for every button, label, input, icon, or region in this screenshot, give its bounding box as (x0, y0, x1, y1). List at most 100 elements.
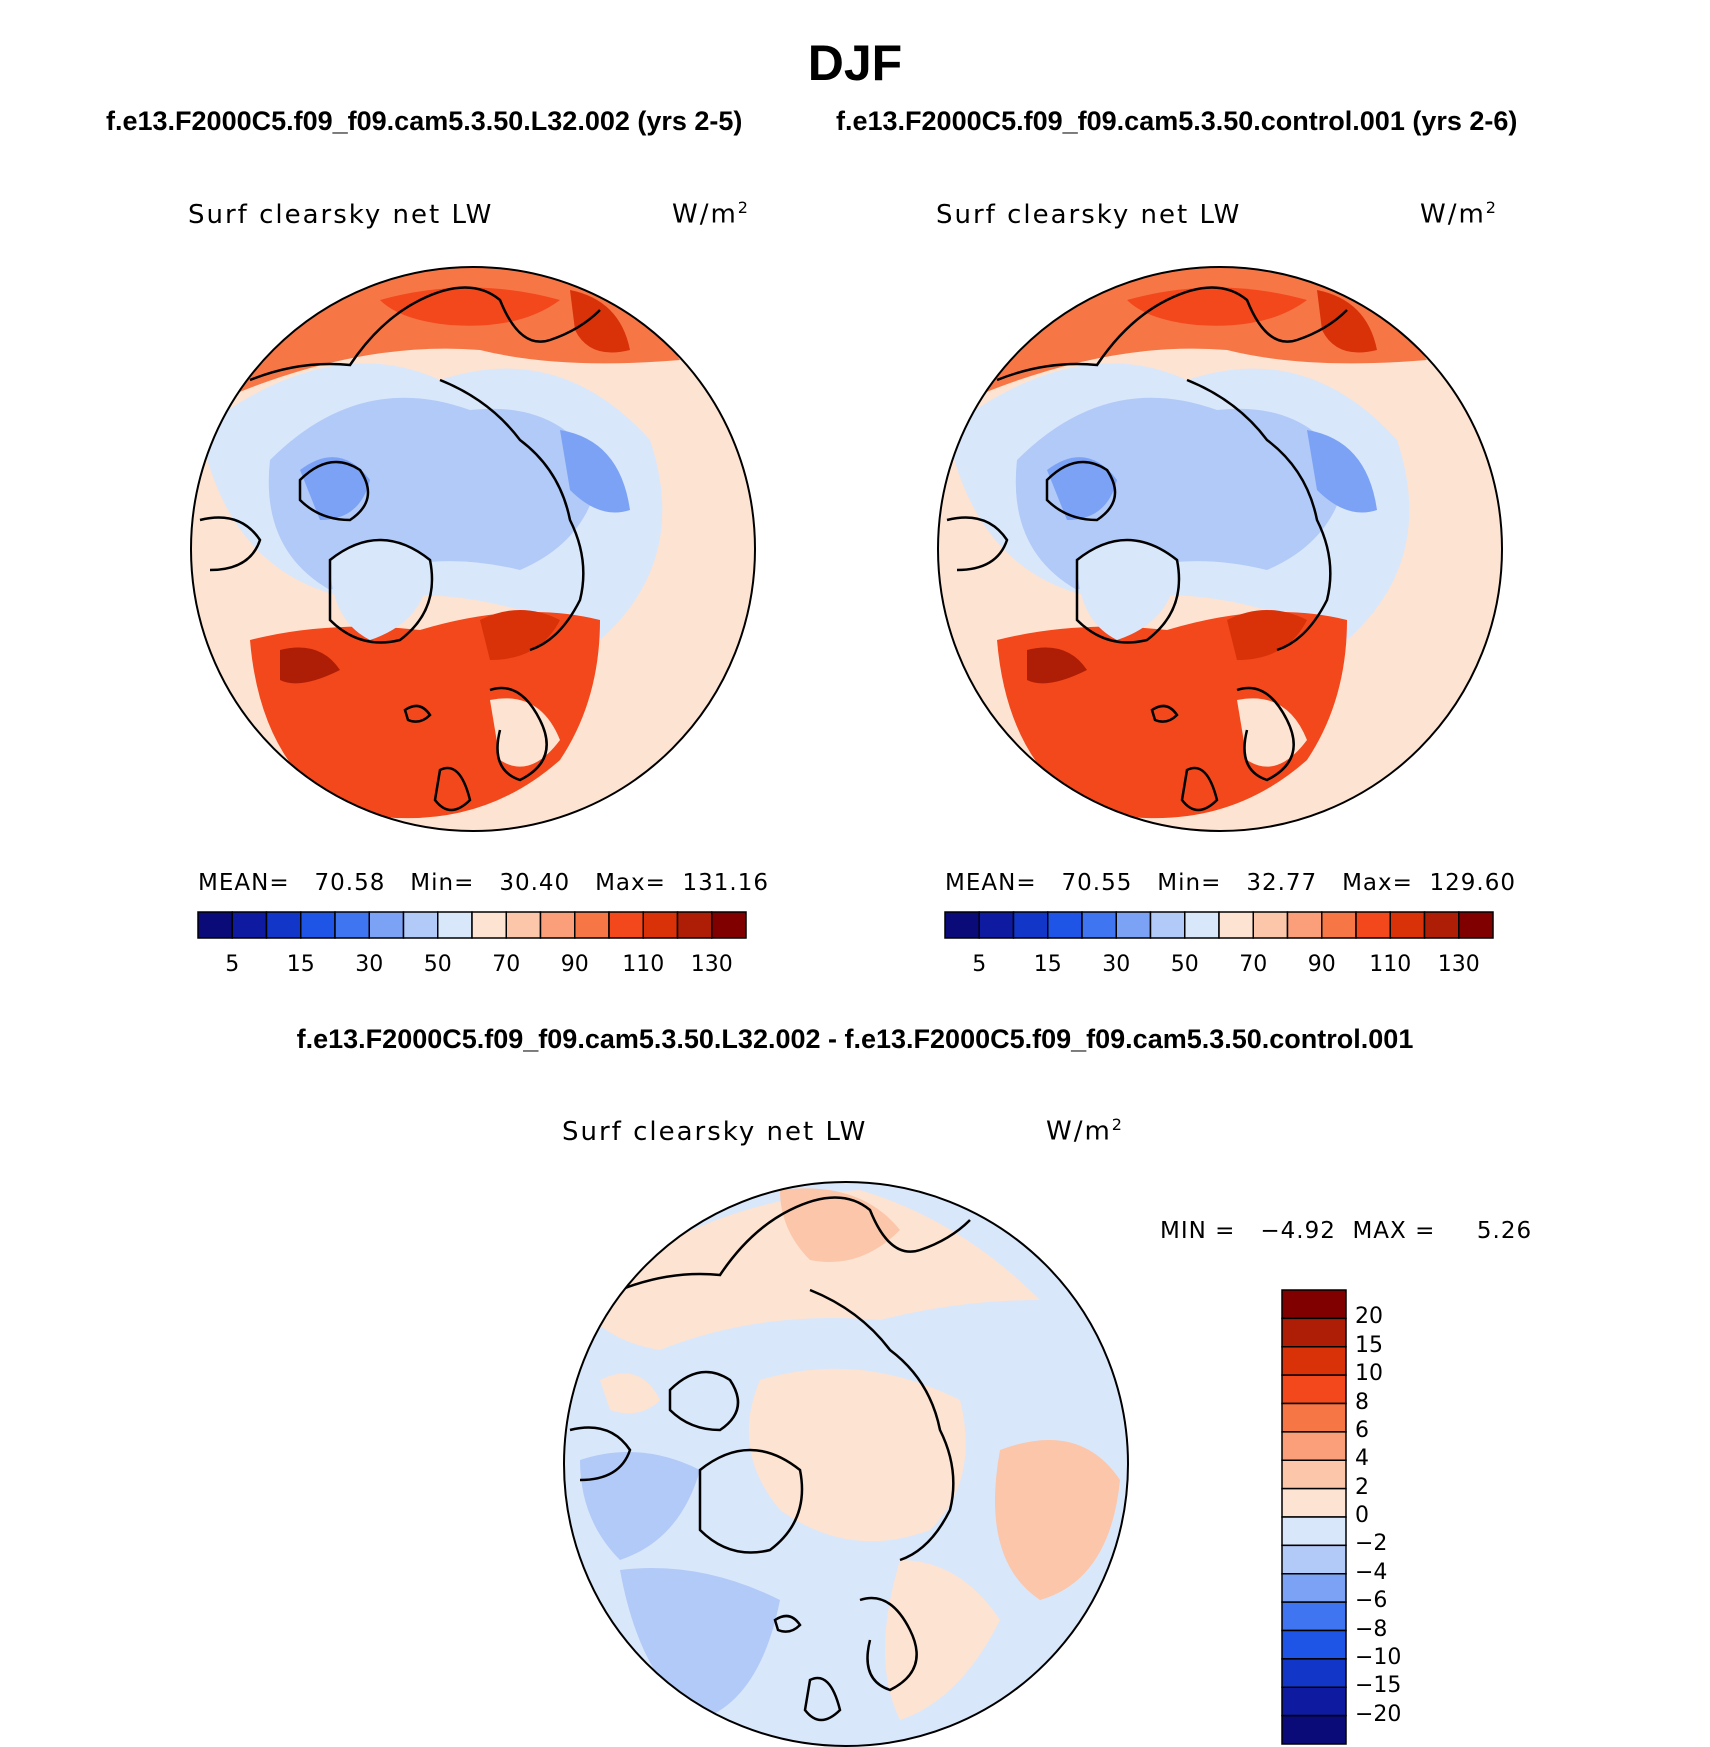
panel2-colorbar-swatch (1355, 911, 1391, 939)
panel3-variable-label: Surf clearsky net LW (562, 1117, 868, 1147)
panel2-polar-map (938, 267, 1502, 831)
panel1-colorbar (197, 911, 747, 939)
panel3-colorbar-swatch (1281, 1714, 1347, 1745)
panel3-stats: MIN = −4.92 MAX = 5.26 (1160, 1218, 1533, 1244)
panel1-colorbar-tick-label: 70 (492, 952, 521, 977)
panel3-colorbar-tick-label: −20 (1355, 1701, 1402, 1727)
panel2-colorbar-tick-label: 50 (1170, 952, 1199, 977)
panel1-colorbar-swatch (539, 911, 576, 939)
panel3-colorbar-swatch (1281, 1487, 1347, 1518)
panel3-units-label: W/m2 (1046, 1115, 1124, 1147)
panel2-colorbar-swatch (1252, 911, 1289, 939)
panel1-colorbar-tick-label: 30 (355, 952, 384, 977)
panel3-colorbar-swatch (1281, 1317, 1347, 1348)
panel2-units-label: W/m2 (1420, 198, 1498, 230)
panel3-colorbar-swatch (1281, 1629, 1347, 1660)
panel3-colorbar-tick-label: 8 (1355, 1389, 1369, 1415)
panel2-colorbar-tick-label: 15 (1033, 952, 1062, 977)
panel2-colorbar-swatch (1286, 911, 1323, 939)
panel1-variable-label: Surf clearsky net LW (188, 200, 494, 230)
panel3-colorbar-swatch (1281, 1431, 1347, 1461)
panel2-colorbar-swatch (1389, 911, 1426, 939)
panel1-units-label: W/m2 (672, 198, 750, 230)
panel2-colorbar-tick-label: 70 (1239, 952, 1268, 977)
panel2-colorbar-swatch (1458, 911, 1494, 939)
panel2-colorbar-swatch (1149, 911, 1186, 939)
panel3-colorbar-swatch (1281, 1374, 1347, 1405)
panel3-colorbar (1281, 1289, 1347, 1745)
panel3-colorbar-tick-label: −15 (1355, 1673, 1402, 1699)
panel3-colorbar-tick-label: −6 (1355, 1588, 1388, 1614)
panel2-stats: MEAN= 70.55 Min= 32.77 Max= 129.60 (945, 870, 1517, 896)
panel1-colorbar-tick-label: 130 (690, 952, 733, 977)
panel1-colorbar-swatch (711, 911, 747, 939)
panel1-colorbar-swatch (574, 911, 610, 939)
panel2-colorbar-swatch (1081, 911, 1117, 939)
panel1-colorbar-tick-label: 5 (225, 952, 240, 977)
panel3-colorbar-tick-label: 4 (1355, 1446, 1369, 1472)
panel1-colorbar-swatch (334, 911, 370, 939)
panel3-colorbar-tick-label: −4 (1355, 1559, 1388, 1585)
panel1-colorbar-swatch (471, 911, 507, 939)
panel1-colorbar-tick-label: 15 (286, 952, 315, 977)
panel1-colorbar-swatch (642, 911, 679, 939)
panel2-map-border (937, 266, 1503, 832)
panel3-colorbar-tick-label: 10 (1355, 1361, 1383, 1387)
panel3-difference-map (564, 1182, 1128, 1746)
panel1-colorbar-swatch (402, 911, 439, 939)
panel1-map-border (190, 266, 756, 832)
panel1-colorbar-swatch (676, 911, 713, 939)
panel3-colorbar-swatch (1281, 1289, 1347, 1320)
panel3-colorbar-tick-label: 0 (1355, 1503, 1369, 1528)
panel1-colorbar-tick-label: 50 (423, 952, 452, 977)
panel3-map-border (563, 1181, 1129, 1747)
panel1-colorbar-tick-label: 110 (622, 952, 665, 977)
panel2-colorbar-swatch (978, 911, 1015, 939)
panel3-colorbar-swatch (1281, 1686, 1347, 1717)
panel1-colorbar-swatch (505, 911, 542, 939)
panel2-colorbar-swatch (1218, 911, 1254, 939)
case1-title: f.e13.F2000C5.f09_f09.cam5.3.50.L32.002 … (106, 106, 743, 136)
panel1-colorbar-swatch (197, 911, 233, 939)
panel3-colorbar-tick-label: 6 (1355, 1417, 1369, 1443)
panel3-colorbar-swatch (1281, 1459, 1347, 1490)
panel2-colorbar (944, 911, 1494, 939)
panel3-colorbar-tick-label: 2 (1355, 1474, 1369, 1500)
panel1-colorbar-tick-label: 90 (560, 952, 589, 977)
panel3-colorbar-swatch (1281, 1516, 1347, 1547)
panel1-colorbar-swatch (265, 911, 302, 939)
case2-title: f.e13.F2000C5.f09_f09.cam5.3.50.control.… (836, 106, 1518, 136)
season-title: DJF (807, 35, 903, 91)
panel2-colorbar-tick-label: 130 (1437, 952, 1480, 977)
panel1-colorbar-swatch (300, 911, 336, 939)
panel2-colorbar-tick-label: 30 (1102, 952, 1131, 977)
panel3-colorbar-tick-label: −10 (1355, 1644, 1402, 1670)
panel3-colorbar-swatch (1281, 1573, 1347, 1603)
panel3-colorbar-swatch (1281, 1346, 1347, 1376)
panel2-colorbar-swatch (1184, 911, 1220, 939)
panel3-colorbar-tick-label: −8 (1355, 1616, 1388, 1642)
panel3-colorbar-tick-label: 15 (1355, 1332, 1383, 1358)
panel1-polar-map (191, 267, 755, 831)
panel3-colorbar-swatch (1281, 1544, 1347, 1575)
panel3-colorbar-swatch (1281, 1601, 1347, 1632)
panel1-coastlines (199, 286, 601, 812)
panel2-colorbar-swatch (1321, 911, 1357, 939)
panel1-stats: MEAN= 70.58 Min= 30.40 Max= 131.16 (198, 870, 770, 896)
panel1-colorbar-swatch (437, 911, 473, 939)
panel2-colorbar-swatch (1423, 911, 1460, 939)
panel2-colorbar-tick-label: 110 (1369, 952, 1412, 977)
panel3-colorbar-tick-label: 20 (1355, 1304, 1383, 1330)
panel3-colorbar-swatch (1281, 1402, 1347, 1433)
panel1-colorbar-swatch (231, 911, 268, 939)
panel2-colorbar-tick-label: 90 (1307, 952, 1336, 977)
panel2-colorbar-tick-label: 5 (972, 952, 987, 977)
panel2-colorbar-swatch (944, 911, 980, 939)
panel2-coastlines (946, 286, 1348, 812)
panel2-colorbar-swatch (1012, 911, 1049, 939)
panel3-colorbar-swatch (1281, 1658, 1347, 1688)
difference-title: f.e13.F2000C5.f09_f09.cam5.3.50.L32.002 … (296, 1024, 1414, 1054)
panel3-coastlines (569, 1196, 971, 1722)
panel2-variable-label: Surf clearsky net LW (936, 200, 1242, 230)
